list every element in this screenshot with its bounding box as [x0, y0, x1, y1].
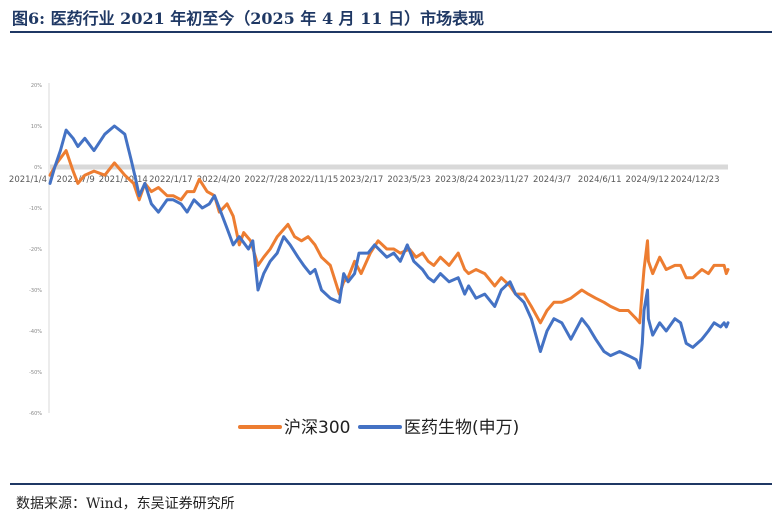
x-axis-labels: 2021/1/4 2021/7/9 2021/10/14 2022/1/17 2022/… [9, 175, 720, 185]
x-tick-label: 2022/11/15 [289, 175, 338, 185]
source-note: 数据来源：Wind，东吴证券研究所 [16, 496, 235, 512]
y-tick-label: 20% [31, 83, 42, 89]
x-tick-label: 2024/3/7 [533, 175, 571, 185]
source-rule [10, 483, 772, 485]
y-tick-label: -10% [29, 206, 42, 212]
x-tick-label: 2022/7/28 [244, 175, 288, 185]
y-tick-label: -60% [29, 411, 42, 417]
x-tick-label: 2024/6/11 [578, 175, 622, 185]
legend-label: 医药生物(申万) [404, 418, 519, 438]
x-tick-label: 2023/11/27 [480, 175, 529, 185]
x-tick-label: 2022/1/17 [149, 175, 193, 185]
series-lines [48, 124, 730, 370]
y-tick-label: 10% [31, 124, 42, 130]
series-line-pharma [48, 124, 730, 370]
x-tick-label: 2021/1/4 [9, 175, 47, 185]
legend-label: 沪深300 [284, 418, 350, 438]
x-tick-label: 2023/5/23 [387, 175, 431, 185]
title-rule [10, 31, 772, 33]
x-tick-label: 2022/4/20 [197, 175, 241, 185]
y-tick-label: -50% [29, 370, 42, 376]
x-tick-label: 2021/10/14 [99, 175, 148, 185]
y-tick-label: -40% [29, 329, 42, 335]
legend: 沪深300 医药生物(申万) [238, 418, 519, 438]
y-tick-label: 0% [34, 165, 42, 171]
x-tick-label: 2024/9/12 [626, 175, 670, 185]
figure-title: 图6: 医药行业 2021 年初至今（2025 年 4 月 11 日）市场表现 [12, 9, 485, 28]
x-tick-label: 2023/8/24 [435, 175, 479, 185]
y-tick-label: -20% [29, 247, 42, 253]
y-tick-label: -30% [29, 288, 42, 294]
x-tick-label: 2024/12/23 [671, 175, 720, 185]
x-tick-label: 2023/2/17 [340, 175, 384, 185]
y-axis-labels: 20% 10% 0% -10% -20% -30% -40% -50% -60% [29, 83, 50, 417]
